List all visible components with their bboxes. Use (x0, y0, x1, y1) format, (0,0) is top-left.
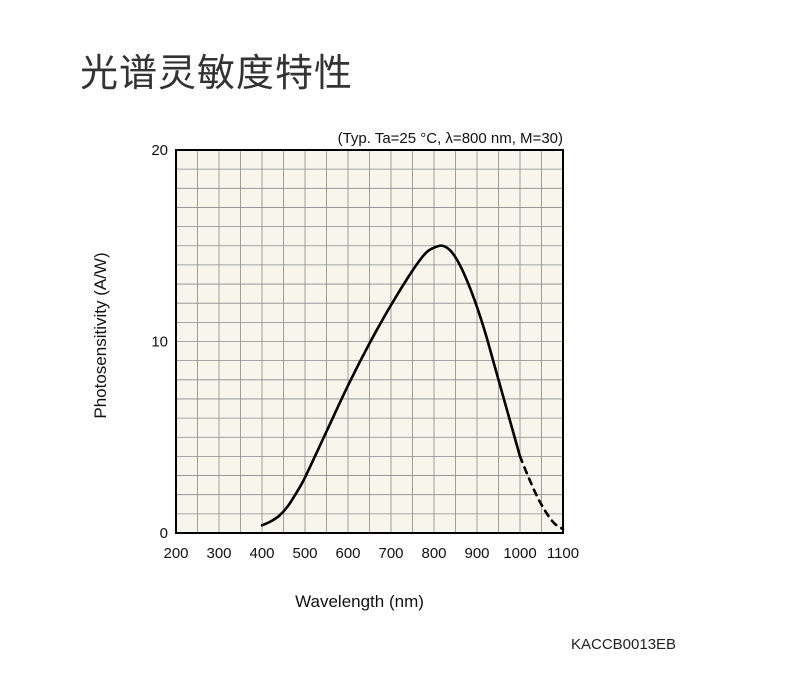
x-tick-labels: 200 300 400 500 600 700 800 900 1000 1100 (163, 545, 579, 562)
document-code: KACCB0013EB (571, 636, 677, 653)
y-tick-labels: 0 10 20 (151, 142, 168, 542)
x-tick-label: 800 (421, 545, 446, 562)
grid (176, 150, 563, 533)
chart-svg: 200 300 400 500 600 700 800 900 1000 1100 0 10 20 (… (91, 130, 579, 611)
page-title: 光谱灵敏度特性 (80, 51, 354, 95)
x-tick-label: 200 (163, 545, 188, 562)
curves (260, 244, 565, 531)
y-tick-label: 0 (160, 525, 168, 542)
x-tick-label: 400 (249, 545, 274, 562)
plot-frame (175, 149, 564, 534)
response-curve (260, 244, 522, 527)
y-tick-label: 20 (151, 142, 168, 159)
x-tick-label: 500 (292, 545, 317, 562)
x-tick-label: 1000 (503, 545, 536, 562)
y-axis-label: Photosensitivity (A/W) (91, 252, 110, 418)
x-tick-label: 900 (464, 545, 489, 562)
condition-note: (Typ. Ta=25 °C, λ=800 nm, M=30) (338, 130, 563, 147)
x-axis-label: Wavelength (nm) (295, 592, 424, 611)
y-tick-label: 10 (151, 334, 168, 351)
response-curve-dashed (518, 455, 565, 531)
x-tick-label: 700 (378, 545, 403, 562)
x-tick-label: 600 (335, 545, 360, 562)
x-tick-label: 1100 (547, 545, 579, 562)
x-tick-label: 300 (206, 545, 231, 562)
